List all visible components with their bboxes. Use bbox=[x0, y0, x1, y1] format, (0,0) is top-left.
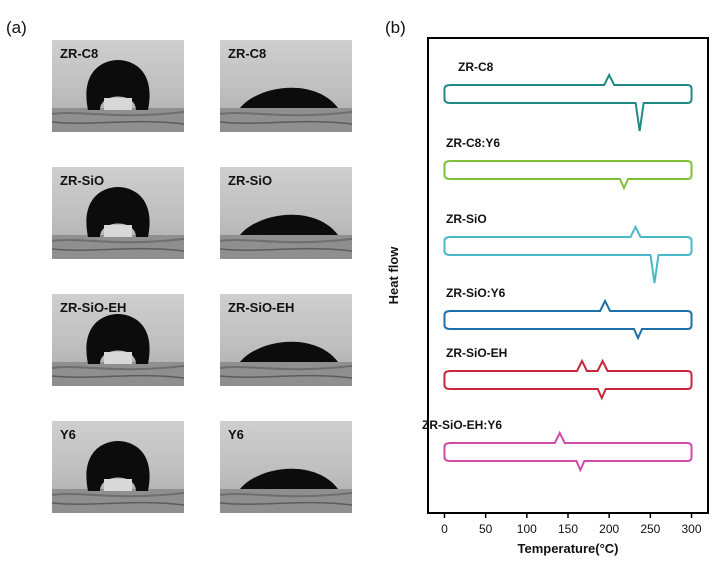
photo-sample-label: ZR-C8 bbox=[60, 46, 99, 61]
x-tick-label: 200 bbox=[599, 522, 619, 536]
panel-a-label: (a) bbox=[6, 18, 27, 37]
contact-angle-photo: ZR-SiO-EH bbox=[220, 294, 352, 386]
x-tick-label: 300 bbox=[682, 522, 702, 536]
x-tick-label: 250 bbox=[640, 522, 660, 536]
photo-sample-label: ZR-C8 bbox=[228, 46, 267, 61]
droplet-image bbox=[52, 441, 184, 513]
photo-sample-label: Y6 bbox=[60, 427, 76, 442]
series-label: ZR-SiO bbox=[446, 212, 487, 226]
x-tick-label: 150 bbox=[558, 522, 578, 536]
droplet-image bbox=[220, 214, 352, 259]
droplet-image bbox=[220, 87, 352, 132]
dsc-curve bbox=[443, 358, 693, 401]
dsc-curve bbox=[443, 160, 693, 191]
panel-b-label: (b) bbox=[385, 18, 406, 37]
photo-sample-label: ZR-SiO bbox=[60, 173, 105, 188]
droplet-image bbox=[52, 60, 184, 132]
series-label: ZR-C8:Y6 bbox=[446, 136, 500, 150]
droplet-image bbox=[52, 187, 184, 259]
contact-angle-photo: ZR-SiO-EH bbox=[52, 294, 184, 386]
contact-angle-photo: ZR-SiO bbox=[52, 167, 184, 259]
series-label: ZR-SiO-EH:Y6 bbox=[422, 418, 502, 432]
droplet-image bbox=[52, 314, 184, 386]
photo-sample-label: ZR-SiO bbox=[228, 173, 273, 188]
contact-angle-photo: Y6 bbox=[52, 421, 184, 513]
series-label: ZR-SiO-EH bbox=[446, 346, 507, 360]
series-label: ZR-C8 bbox=[458, 60, 494, 74]
x-tick-label: 100 bbox=[517, 522, 537, 536]
dsc-curve bbox=[443, 430, 693, 473]
droplet-image bbox=[220, 468, 352, 513]
series-label: ZR-SiO:Y6 bbox=[446, 286, 506, 300]
dsc-chart: 0 50 100 150 200 250 300 Temperature(°C) Heat fl… bbox=[386, 37, 709, 556]
contact-angle-photo: ZR-C8 bbox=[220, 40, 352, 132]
x-axis-label: Temperature(°C) bbox=[517, 541, 618, 556]
photo-sample-label: ZR-SiO-EH bbox=[60, 300, 127, 315]
x-tick-label: 0 bbox=[441, 522, 448, 536]
photo-sample-label: ZR-SiO-EH bbox=[228, 300, 295, 315]
dsc-curve bbox=[443, 298, 693, 341]
plot-frame bbox=[427, 37, 709, 514]
contact-angle-photo: Y6 bbox=[220, 421, 352, 513]
dsc-curve bbox=[443, 72, 693, 132]
contact-angle-photo: ZR-C8 bbox=[52, 40, 184, 132]
x-tick-label: 50 bbox=[479, 522, 493, 536]
y-axis-label: Heat flow bbox=[386, 246, 401, 305]
contact-angle-photo: ZR-SiO bbox=[220, 167, 352, 259]
droplet-image bbox=[220, 341, 352, 386]
photo-sample-label: Y6 bbox=[228, 427, 244, 442]
dsc-curve bbox=[443, 224, 693, 284]
